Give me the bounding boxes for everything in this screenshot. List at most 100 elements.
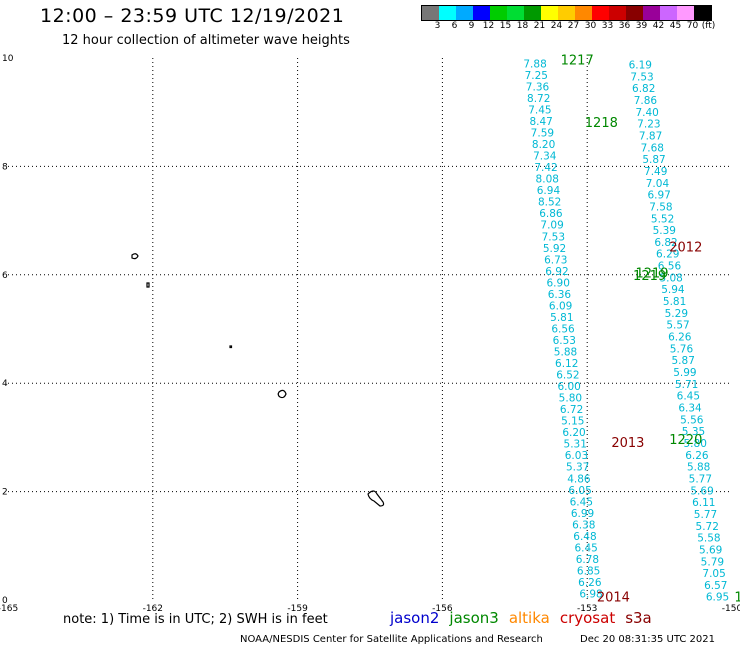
pass-id-label: 2013 xyxy=(611,436,644,451)
wave-height-value: 6.78 xyxy=(576,554,599,566)
wave-height-value: 5.81 xyxy=(663,296,686,308)
wave-height-value: 6.95 xyxy=(706,592,729,604)
wave-height-value: 5.15 xyxy=(561,416,584,428)
longitude-tick-label: -156 xyxy=(432,604,453,614)
color-scale-swatch xyxy=(592,6,609,20)
wave-height-value: 6.73 xyxy=(544,254,567,266)
wave-height-value: 7.45 xyxy=(528,105,551,117)
footer-note: note: 1) Time is in UTC; 2) SWH is in fe… xyxy=(63,612,328,627)
wave-height-value: 5.87 xyxy=(672,355,695,367)
longitude-tick-label: -153 xyxy=(577,604,597,614)
satellite-legend-altika: altika xyxy=(508,609,550,627)
wave-height-value: 6.11 xyxy=(692,497,715,509)
map-title: 12:00 – 23:59 UTC 12/19/2021 xyxy=(40,5,345,27)
pass-id-label: 1219 xyxy=(635,267,668,282)
wave-height-value: 4.86 xyxy=(567,473,591,485)
wave-height-value: 5.31 xyxy=(564,439,587,451)
wave-height-value: 5.56 xyxy=(680,414,704,426)
wave-height-value: 5.58 xyxy=(697,533,720,545)
wave-height-value: 6.82 xyxy=(632,83,655,95)
wave-height-value: 6.45 xyxy=(570,496,593,508)
wave-height-value: 7.58 xyxy=(649,201,672,213)
wave-height-value: 6.45 xyxy=(677,391,700,403)
wave-height-value: 6.29 xyxy=(656,249,679,261)
wave-height-value: 6.09 xyxy=(549,300,572,312)
wave-height-value: 6.38 xyxy=(572,519,595,531)
wave-height-value: 8.72 xyxy=(527,93,550,105)
wave-height-value: 6.19 xyxy=(629,60,652,72)
wave-height-value: 7.88 xyxy=(523,58,546,70)
wave-height-value: 5.72 xyxy=(696,521,719,533)
pass-id-label: 2014 xyxy=(597,590,630,605)
island-outline xyxy=(131,253,139,260)
wave-height-value: 5.57 xyxy=(666,320,689,332)
color-scale-label: 42 xyxy=(652,21,665,31)
color-scale-swatch xyxy=(507,6,524,20)
latitude-tick-label: 2 xyxy=(2,488,8,498)
wave-height-value: 7.36 xyxy=(526,81,550,93)
pass-id-label: 1218 xyxy=(585,116,618,131)
color-scale-label: 33 xyxy=(601,21,614,31)
color-scale-swatch xyxy=(524,6,541,20)
wave-height-value: 6.52 xyxy=(556,370,579,382)
color-scale-swatch xyxy=(626,6,643,20)
wave-height-value: 6.48 xyxy=(573,531,596,543)
wave-height-value: 6.56 xyxy=(551,323,575,335)
wave-height-value: 5.88 xyxy=(687,462,710,474)
wave-height-value: 5.39 xyxy=(653,225,676,237)
pass-id-label: 12 xyxy=(734,590,740,605)
color-scale-swatch xyxy=(490,6,507,20)
color-scale-label: 24 xyxy=(550,21,563,31)
satellite-legend-jason3: jason3 xyxy=(449,609,499,627)
wave-height-value: 5.76 xyxy=(670,343,694,355)
longitude-tick-label: -150 xyxy=(722,604,740,614)
wave-height-value: 6.26 xyxy=(578,577,602,589)
latitude-tick-label: 8 xyxy=(2,162,8,172)
wave-height-value: 8.47 xyxy=(529,116,552,128)
latitude-tick-label: 6 xyxy=(2,271,8,281)
wave-height-value: 5.80 xyxy=(684,438,707,450)
wave-height-value: 5.77 xyxy=(689,473,712,485)
wave-height-value: 6.34 xyxy=(678,403,702,415)
wave-height-value: 5.87 xyxy=(642,154,665,166)
wave-height-value: 6.97 xyxy=(647,190,670,202)
longitude-tick-label: -159 xyxy=(287,604,308,614)
color-scale-swatch xyxy=(541,6,558,20)
wave-height-value: 7.23 xyxy=(637,119,660,131)
wave-height-value: 7.68 xyxy=(641,142,664,154)
wave-height-value: 6.12 xyxy=(555,358,578,370)
wave-height-value: 5.69 xyxy=(699,544,722,556)
wave-height-value: 6.03 xyxy=(565,450,588,462)
wave-height-value: 5.99 xyxy=(673,367,696,379)
wave-height-value: 7.86 xyxy=(634,95,658,107)
wave-height-value: 8.20 xyxy=(532,139,555,151)
color-scale-swatch xyxy=(609,6,626,20)
satellite-legend-s3a: s3a xyxy=(625,609,652,627)
wave-height-value: 7.05 xyxy=(702,568,725,580)
satellite-legend-jason2: jason2 xyxy=(390,609,440,627)
wave-height-value: 5.88 xyxy=(554,347,577,359)
pass-id-label: 1219 xyxy=(633,269,666,284)
color-scale-label: 6 xyxy=(451,21,458,31)
longitude-tick-label: -165 xyxy=(0,604,18,614)
color-scale-label: 45 xyxy=(669,21,682,31)
wave-height-value: 5.29 xyxy=(665,308,688,320)
wave-height-value: 7.09 xyxy=(540,220,563,232)
wave-height-value: 6.72 xyxy=(560,404,583,416)
wave-height-value: 6.90 xyxy=(547,277,570,289)
issued-timestamp: Dec 20 08:31:35 UTC 2021 xyxy=(580,634,715,645)
wave-height-value: 7.53 xyxy=(542,231,565,243)
wave-height-value: 5.35 xyxy=(682,426,705,438)
wave-height-value: 7.59 xyxy=(531,128,554,140)
wave-height-value: 5.94 xyxy=(661,284,685,296)
wave-height-value: 7.87 xyxy=(639,130,662,142)
island-outline xyxy=(229,345,233,349)
wave-height-value: 6.00 xyxy=(557,381,580,393)
color-scale-label: 30 xyxy=(584,21,597,31)
wave-height-value: 6.26 xyxy=(668,332,692,344)
wave-height-value: 6.98 xyxy=(579,588,602,600)
wave-height-value: 5.69 xyxy=(690,485,713,497)
latitude-tick-label: 4 xyxy=(2,379,8,389)
island-outline xyxy=(277,389,287,399)
